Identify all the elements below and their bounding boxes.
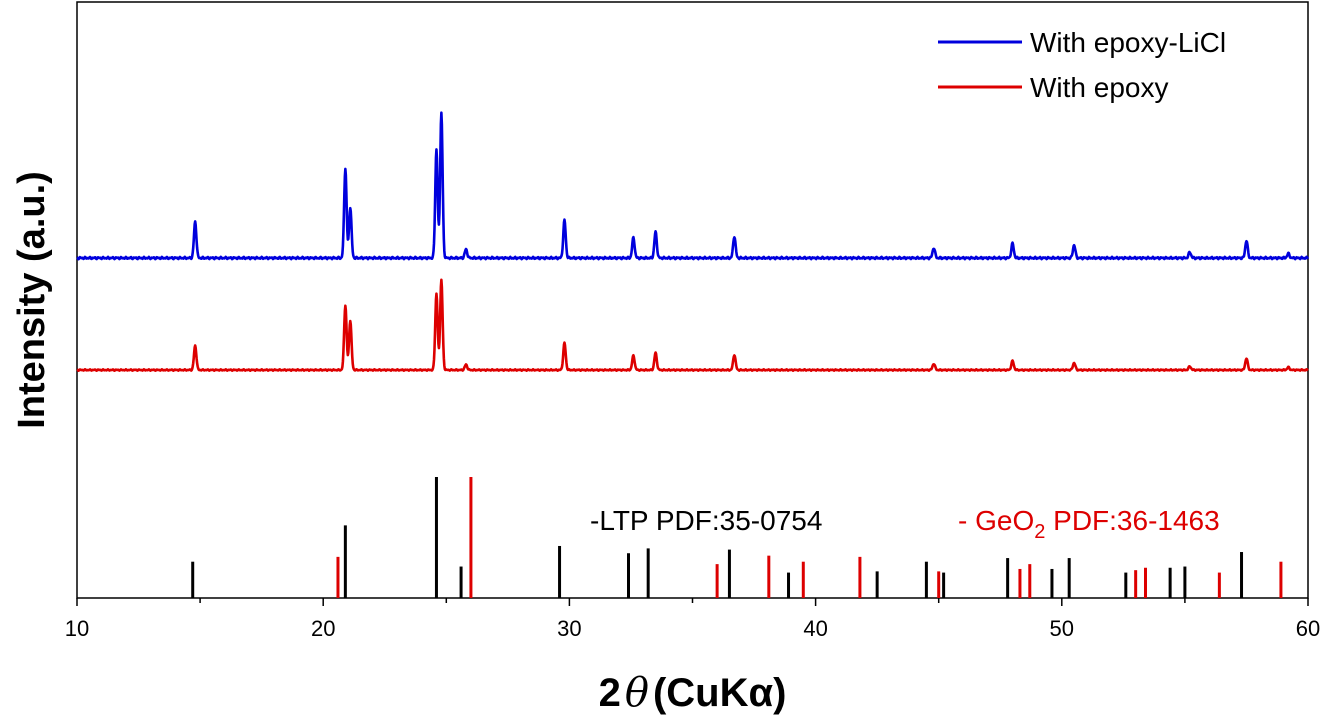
legend-label: With epoxy: [1030, 72, 1169, 103]
geo2-label-subscript: 2: [1034, 521, 1045, 543]
x-tick-label: 20: [311, 616, 335, 641]
legend-label: With epoxy-LiCl: [1030, 27, 1226, 58]
series-layer: [76, 111, 1310, 373]
legend: With epoxy-LiCl With epoxy: [938, 27, 1226, 103]
geo2-reference-label: - GeO2 PDF:36-1463: [958, 505, 1220, 543]
geo2-label-prefix: - GeO: [958, 505, 1034, 536]
geo2-label-suffix: PDF:36-1463: [1045, 505, 1219, 536]
x-tick-label: 10: [65, 616, 89, 641]
ltp-reference-label: -LTP PDF:35-0754: [590, 505, 822, 536]
x-tick-label: 50: [1050, 616, 1074, 641]
series-line-epoxy: [76, 278, 1309, 373]
x-axis-title-suffix: (CuKα): [653, 671, 786, 715]
x-axis-title-prefix: 2: [599, 671, 621, 715]
x-tick-label: 60: [1296, 616, 1320, 641]
y-axis-title: Intensity (a.u.): [11, 171, 53, 429]
x-axis-title: 2 θ (CuKα): [599, 670, 787, 716]
series-line-epoxy-licl: [76, 111, 1310, 261]
x-tick-label: 40: [803, 616, 827, 641]
reference-labels: -LTP PDF:35-0754 - GeO2 PDF:36-1463: [590, 505, 1220, 543]
reference-layer: [191, 477, 1283, 598]
x-tick-label: 30: [557, 616, 581, 641]
x-axis: 10 20 30 40 50 60: [65, 598, 1320, 641]
x-axis-title-symbol: θ: [625, 670, 649, 716]
